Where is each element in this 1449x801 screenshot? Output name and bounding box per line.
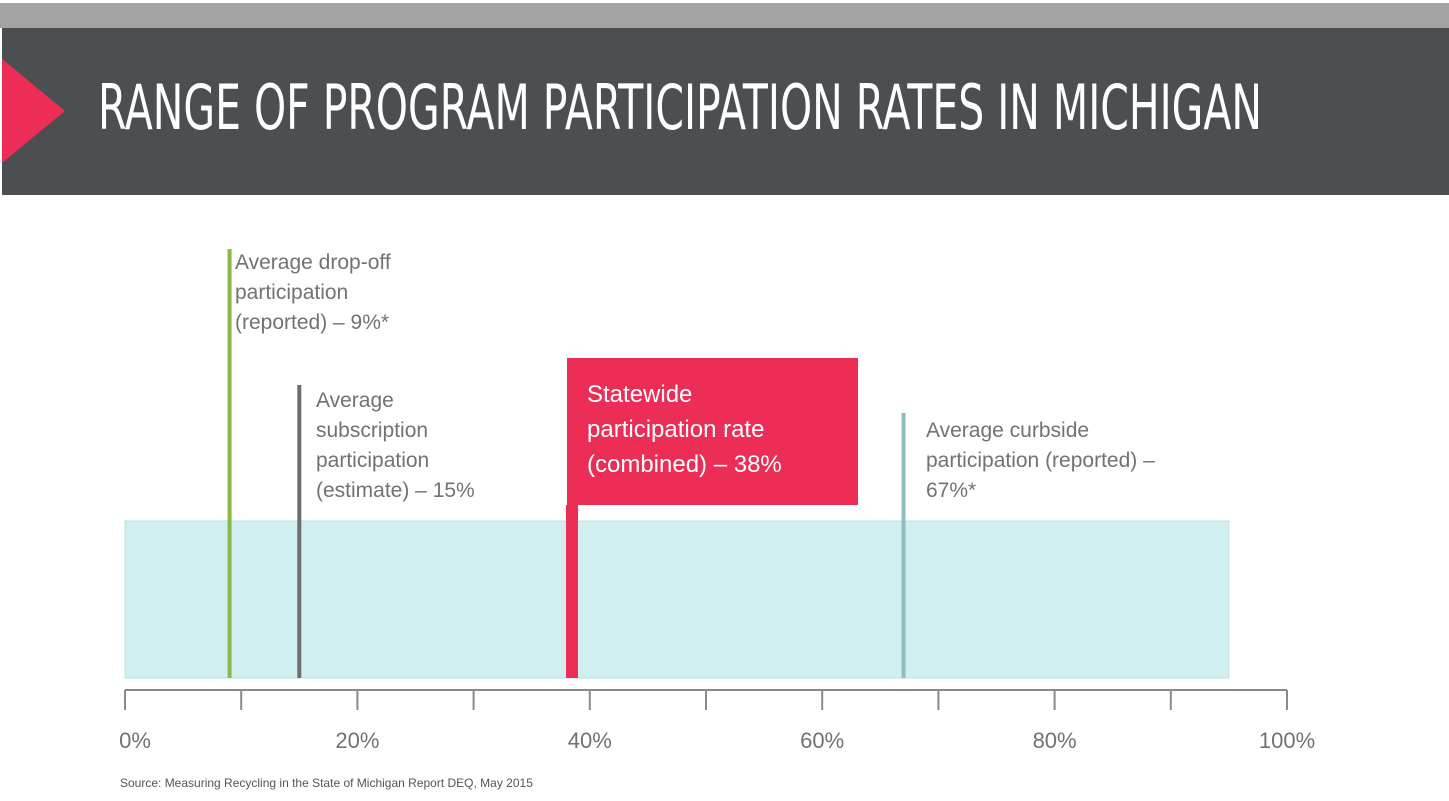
x-tick-label: 100% [1259,728,1315,753]
marker-label-statewide: participation rate [587,416,764,443]
marker-label-subscription: (estimate) – 15% [316,479,475,502]
marker-label-subscription: Average [316,389,394,412]
x-tick-label: 0% [119,728,151,753]
title-banner: RANGE OF PROGRAM PARTICIPATION RATES IN … [2,28,1449,195]
marker-label-dropoff: Average drop-off [235,251,391,274]
marker-label-curbside: 67%* [926,479,976,502]
range-band [124,520,1230,679]
x-tick-label: 20% [335,728,379,753]
arrow-icon [2,59,65,163]
flag-box-statewide [567,358,858,505]
marker-label-statewide: Statewide [587,381,692,408]
marker-label-statewide: (combined) – 38% [587,451,782,478]
marker-label-curbside: participation (reported) – [926,449,1155,472]
x-tick-label: 60% [800,728,844,753]
marker-label-curbside: Average curbside [926,419,1089,442]
marker-label-subscription: participation [316,449,429,472]
marker-label-subscription: subscription [316,419,428,442]
x-tick-label: 80% [1033,728,1077,753]
source-note: Source: Measuring Recycling in the State… [120,776,533,790]
x-tick-label: 40% [568,728,612,753]
marker-label-dropoff: (reported) – 9%* [235,311,389,334]
marker-label-dropoff: participation [235,281,348,304]
top-bar [0,0,1449,28]
